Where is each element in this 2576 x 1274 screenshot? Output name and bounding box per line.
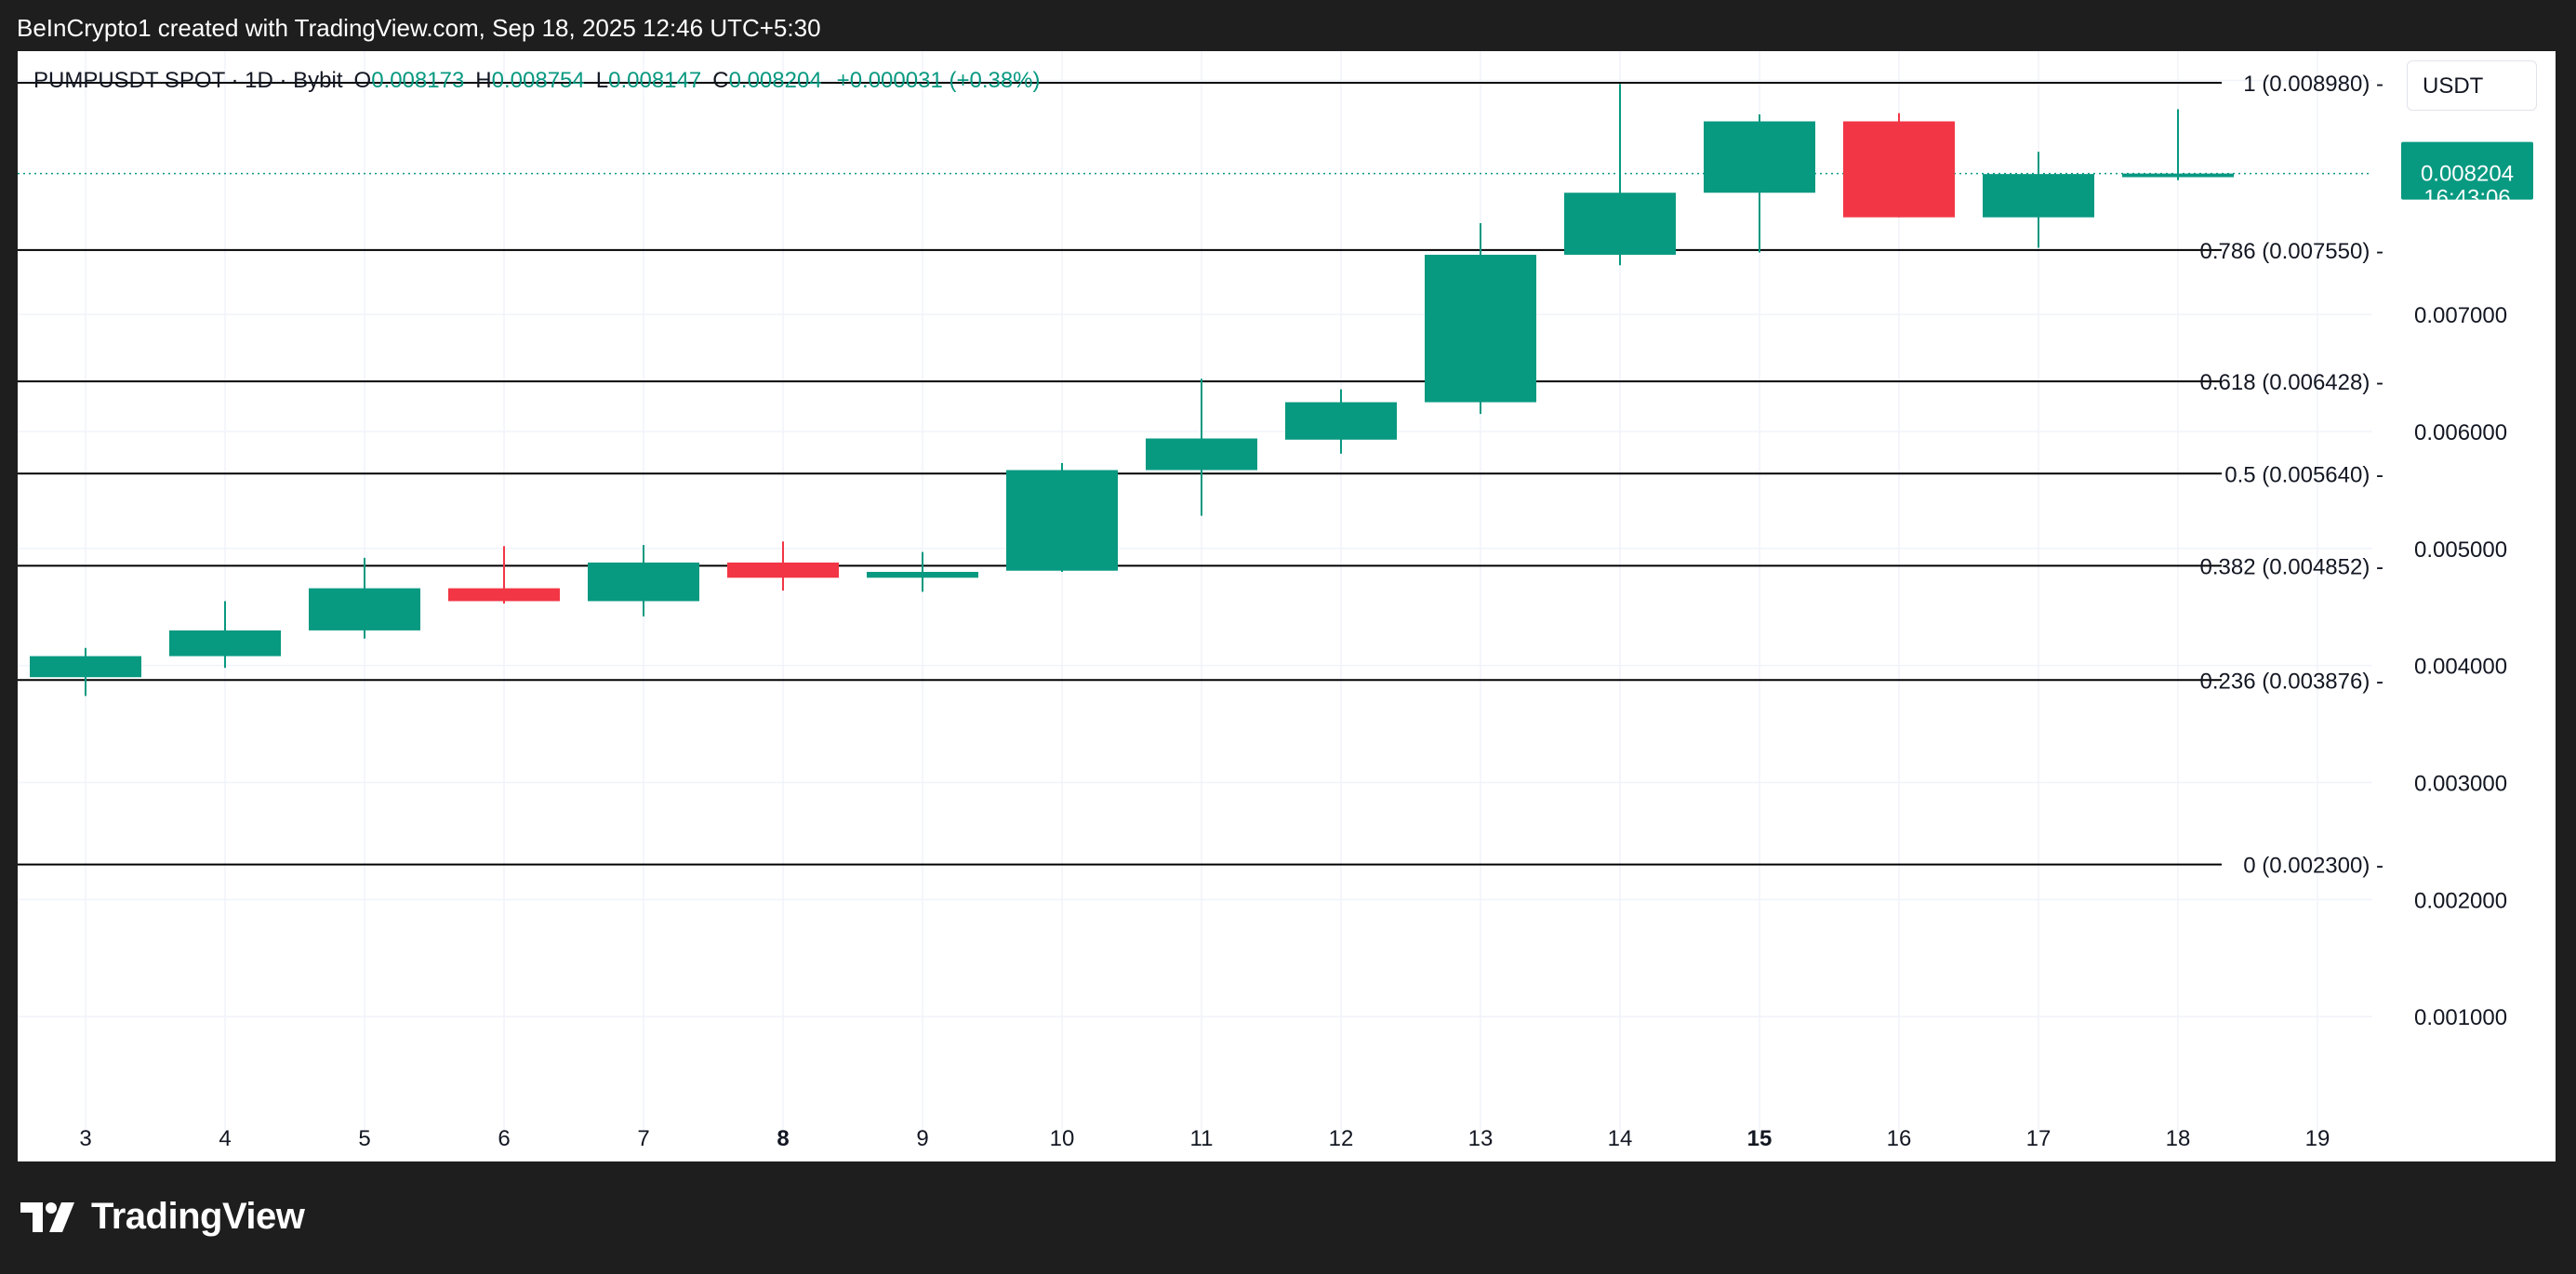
- candle[interactable]: [1146, 378, 1257, 516]
- candle[interactable]: [1006, 462, 1118, 572]
- time-tick-label: 14: [1608, 1126, 1633, 1151]
- candle-body[interactable]: [588, 562, 699, 602]
- candle[interactable]: [448, 546, 560, 604]
- candle-body[interactable]: [1006, 470, 1118, 571]
- price-axis[interactable]: 0.0090000.0070000.0060000.0050000.004000…: [2414, 69, 2507, 1030]
- candle-body[interactable]: [867, 571, 978, 578]
- candle-body[interactable]: [1146, 438, 1257, 471]
- fib-level-label: 1 (0.008980) -: [2243, 72, 2383, 97]
- candle[interactable]: [1425, 222, 1536, 415]
- price-tick-label: 0.007000: [2414, 303, 2507, 328]
- candle-body[interactable]: [727, 562, 839, 578]
- candle[interactable]: [169, 601, 281, 669]
- candle[interactable]: [1285, 389, 1397, 454]
- time-axis[interactable]: 3 4 5 6 7 8 9 10 11 12 13 14 15 16 17 18 19: [79, 1126, 2330, 1151]
- time-tick-label: 4: [219, 1126, 231, 1151]
- candle[interactable]: [2122, 109, 2234, 180]
- fib-level-label: 0 (0.002300) -: [2243, 854, 2383, 879]
- price-tick-label: 0.003000: [2414, 771, 2507, 796]
- time-tick-label: 18: [2166, 1126, 2191, 1151]
- candle[interactable]: [1564, 84, 1676, 266]
- time-tick-label: 17: [2026, 1126, 2052, 1151]
- candle-body[interactable]: [1285, 402, 1397, 440]
- candle[interactable]: [309, 557, 420, 639]
- time-tick-label: 5: [358, 1126, 370, 1151]
- candle-body[interactable]: [1983, 174, 2094, 218]
- time-tick-label: 8: [777, 1126, 789, 1151]
- candle-body[interactable]: [1843, 121, 1955, 218]
- time-tick-label: 12: [1329, 1126, 1354, 1151]
- open-value: 0.008173: [371, 68, 465, 93]
- candle[interactable]: [30, 647, 141, 697]
- fib-level-label: 0.618 (0.006428) -: [2200, 370, 2383, 395]
- fib-level-label: 0.786 (0.007550) -: [2200, 239, 2383, 264]
- fibonacci-levels: 1 (0.008980) - 0.786 (0.007550) - 0.618 (0…: [18, 72, 2383, 879]
- price-tick-label: 0.006000: [2414, 420, 2507, 445]
- close-label: C: [712, 68, 729, 93]
- time-tick-label: 10: [1050, 1126, 1075, 1151]
- symbol-title[interactable]: PUMPUSDT SPOT · 1D · Bybit: [33, 68, 343, 93]
- tradingview-logo-icon: [20, 1201, 74, 1232]
- price-tick-label: 0.005000: [2414, 537, 2507, 563]
- low-label: L: [595, 68, 609, 93]
- bar-countdown: 16:43:06: [2423, 186, 2510, 211]
- time-tick-label: 3: [79, 1126, 91, 1151]
- candle[interactable]: [1843, 113, 1955, 218]
- chart-caption: BeInCrypto1 created with TradingView.com…: [17, 14, 821, 42]
- last-price-value: 0.008204: [2421, 162, 2514, 187]
- close-value: 0.008204: [728, 68, 822, 93]
- time-tick-label: 11: [1190, 1126, 1214, 1151]
- candle[interactable]: [727, 541, 839, 591]
- low-value: 0.008147: [608, 68, 702, 93]
- candles[interactable]: [30, 84, 2234, 697]
- ohlc-legend: PUMPUSDT SPOT · 1D · Bybit O0.008173 H0.00…: [33, 66, 1041, 96]
- time-tick-label: 13: [1468, 1126, 1494, 1151]
- candle-body[interactable]: [309, 588, 420, 630]
- time-tick-label: 19: [2305, 1126, 2330, 1151]
- high-value: 0.008754: [491, 68, 585, 93]
- high-label: H: [475, 68, 492, 93]
- tradingview-logo[interactable]: TradingView: [20, 1196, 305, 1238]
- currency-button[interactable]: USDT: [2407, 60, 2537, 111]
- open-label: O: [353, 68, 372, 93]
- time-tick-label: 6: [498, 1126, 510, 1151]
- candle-body[interactable]: [1564, 192, 1676, 255]
- brand-name: TradingView: [91, 1196, 305, 1237]
- time-tick-label: 9: [916, 1126, 928, 1151]
- candle[interactable]: [1704, 113, 1815, 253]
- candle[interactable]: [588, 545, 699, 617]
- time-tick-label: 15: [1747, 1126, 1773, 1151]
- fib-level-label: 0.382 (0.004852) -: [2200, 554, 2383, 579]
- time-tick-label: 16: [1887, 1126, 1912, 1151]
- last-price-badge-bg: [2401, 141, 2533, 200]
- candle-body[interactable]: [1704, 121, 1815, 193]
- candle-body[interactable]: [2122, 173, 2234, 178]
- candlestick-chart[interactable]: 1 (0.008980) - 0.786 (0.007550) - 0.618 (0…: [18, 51, 2556, 1161]
- candle-body[interactable]: [30, 656, 141, 678]
- fib-level-label: 0.236 (0.003876) -: [2200, 669, 2383, 694]
- candle-body[interactable]: [169, 630, 281, 657]
- candle[interactable]: [867, 551, 978, 592]
- price-tick-label: 0.001000: [2414, 1005, 2507, 1030]
- fib-level-label: 0.5 (0.005640) -: [2224, 462, 2383, 487]
- price-tick-label: 0.004000: [2414, 655, 2507, 680]
- candle[interactable]: [1983, 152, 2094, 248]
- price-tick-label: 0.002000: [2414, 888, 2507, 913]
- candle-body[interactable]: [448, 588, 560, 602]
- change-value: +0.000031 (+0.38%): [836, 68, 1041, 93]
- candle-body[interactable]: [1425, 254, 1536, 403]
- time-tick-label: 7: [637, 1126, 649, 1151]
- chart-panel[interactable]: 1 (0.008980) - 0.786 (0.007550) - 0.618 (0…: [18, 51, 2556, 1161]
